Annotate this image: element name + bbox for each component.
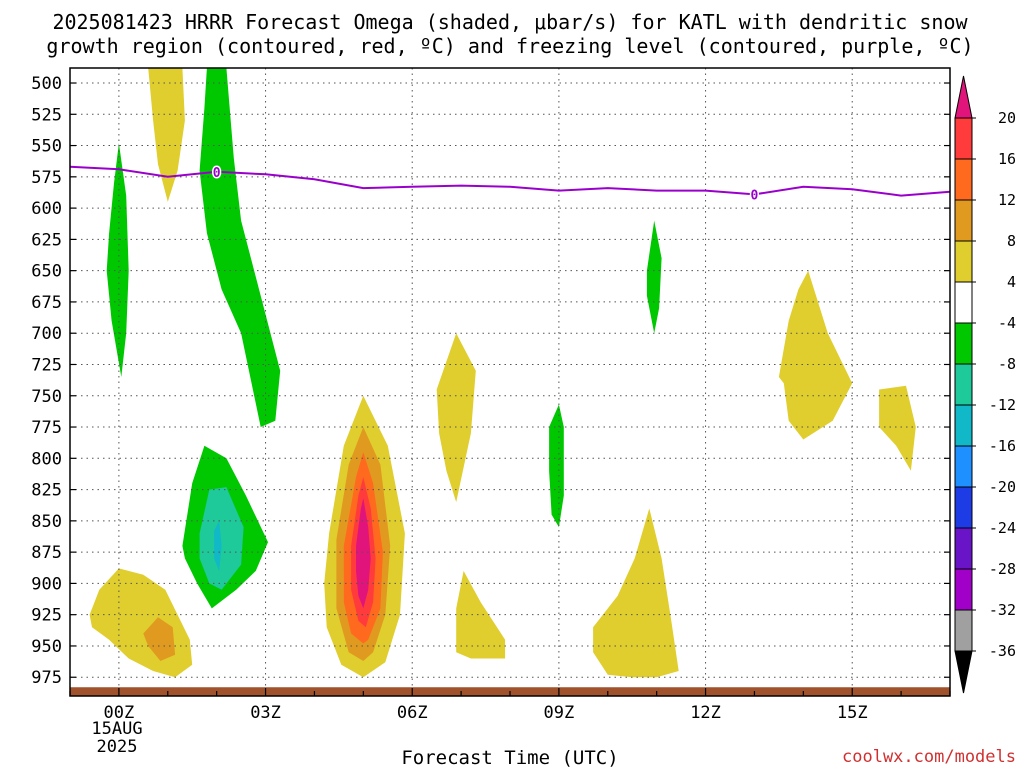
colorbar-bin-10 xyxy=(954,527,973,570)
omega-region-magenta-12 xyxy=(356,498,371,609)
colorbar: 20 16 12 8 4 -4 -8 -12 -16 -20 -24 -28 -32 -36 xyxy=(954,75,1016,694)
colorbar-label-8: -16 xyxy=(989,437,1016,455)
colorbar-label-1: 16 xyxy=(998,150,1016,168)
y-axis: 500 525 550 575 600 625 650 675 700 725 750 775 800 8… xyxy=(31,74,950,688)
y-tick-label-925: 925 xyxy=(31,606,62,626)
x-tick-label-09Z: 09Z xyxy=(544,703,575,723)
colorbar-top-arrow xyxy=(954,75,973,119)
y-tick-label-675: 675 xyxy=(31,293,62,313)
colorbar-label-6: -8 xyxy=(998,355,1016,373)
colorbar-bin-11 xyxy=(954,568,973,611)
x-tick-label-15Z: 15Z xyxy=(837,703,868,723)
y-tick-label-650: 650 xyxy=(31,262,62,282)
x-axis: 00Z 03Z 06Z 09Z 12Z 15Z xyxy=(69,688,951,723)
x-tick-label-03Z: 03Z xyxy=(250,703,281,723)
colorbar-label-2: 12 xyxy=(998,191,1016,209)
colorbar-label-0: 20 xyxy=(998,109,1016,127)
colorbar-label-13: -36 xyxy=(989,642,1016,660)
omega-region-green-17 xyxy=(646,220,662,334)
x-tick-label-00Z: 00Z xyxy=(104,703,135,723)
colorbar-bin-3 xyxy=(954,240,973,283)
credit-text: coolwx.com/models xyxy=(842,747,1016,767)
chart-title-line-1: 2025081423 HRRR Forecast Omega (shaded, … xyxy=(52,10,968,34)
y-tick-label-975: 975 xyxy=(31,668,62,688)
x-date-label-year: 2025 xyxy=(97,737,138,757)
colorbar-label-9: -20 xyxy=(989,478,1016,496)
colorbar-bin-1 xyxy=(954,158,973,201)
y-tick-label-600: 600 xyxy=(31,199,62,219)
y-tick-label-575: 575 xyxy=(31,168,62,188)
x-tick-label-12Z: 12Z xyxy=(690,703,721,723)
freezing-level-labels: 00 xyxy=(211,164,760,205)
omega-region-yellow-13 xyxy=(436,333,476,503)
colorbar-bin-9 xyxy=(954,486,973,529)
omega-region-yellow-18 xyxy=(778,270,853,440)
omega-region-green-2 xyxy=(199,68,281,427)
omega-region-yellow-1 xyxy=(148,68,185,202)
colorbar-label-5: -4 xyxy=(998,314,1016,332)
x-axis-title: Forecast Time (UTC) xyxy=(401,747,618,768)
freezing-level-label-1: 0 xyxy=(751,188,759,203)
colorbar-label-4: 4 xyxy=(1007,273,1016,291)
colorbar-bin-2 xyxy=(954,199,973,242)
y-tick-label-850: 850 xyxy=(31,512,62,532)
colorbar-label-7: -12 xyxy=(989,396,1016,414)
omega-region-green-15 xyxy=(549,404,564,528)
colorbar-bin-5 xyxy=(954,322,973,365)
colorbar-bin-4 xyxy=(954,281,973,324)
colorbar-bin-6 xyxy=(954,363,973,406)
freezing-level-contour xyxy=(69,165,951,197)
y-tick-label-500: 500 xyxy=(31,74,62,94)
y-tick-label-775: 775 xyxy=(31,418,62,438)
omega-region-yellow-14 xyxy=(456,570,506,659)
y-tick-label-825: 825 xyxy=(31,481,62,501)
colorbar-label-11: -28 xyxy=(989,560,1016,578)
y-tick-label-950: 950 xyxy=(31,637,62,657)
y-tick-label-725: 725 xyxy=(31,355,62,375)
y-tick-label-700: 700 xyxy=(31,324,62,344)
chart-title-line-2: growth region (contoured, red, ºC) and f… xyxy=(46,34,973,58)
colorbar-bottom-arrow xyxy=(954,650,973,694)
colorbar-label-10: -24 xyxy=(989,519,1016,537)
y-tick-label-800: 800 xyxy=(31,449,62,469)
y-tick-label-625: 625 xyxy=(31,230,62,250)
y-tick-label-875: 875 xyxy=(31,543,62,563)
x-tick-label-06Z: 06Z xyxy=(397,703,428,723)
y-tick-label-525: 525 xyxy=(31,105,62,125)
x-date-label-day: 15AUG xyxy=(91,719,142,739)
y-tick-label-550: 550 xyxy=(31,137,62,157)
grid-lines xyxy=(70,68,950,696)
colorbar-bin-8 xyxy=(954,445,973,488)
omega-region-gold-7 xyxy=(143,617,176,661)
colorbar-label-3: 8 xyxy=(1007,232,1016,250)
y-tick-label-900: 900 xyxy=(31,574,62,594)
colorbar-bin-7 xyxy=(954,404,973,447)
omega-region-teal-4 xyxy=(199,487,244,590)
omega-region-green-0 xyxy=(106,143,129,377)
omega-shading xyxy=(89,68,916,678)
colorbar-bin-0 xyxy=(954,117,973,160)
omega-region-yellow-19 xyxy=(879,385,916,471)
y-tick-label-750: 750 xyxy=(31,387,62,407)
colorbar-bin-12 xyxy=(954,609,973,652)
omega-region-cyan-5 xyxy=(214,520,222,571)
colorbar-label-12: -32 xyxy=(989,601,1016,619)
freezing-level-label-0: 0 xyxy=(213,166,221,181)
omega-region-yellow-16 xyxy=(593,508,679,678)
